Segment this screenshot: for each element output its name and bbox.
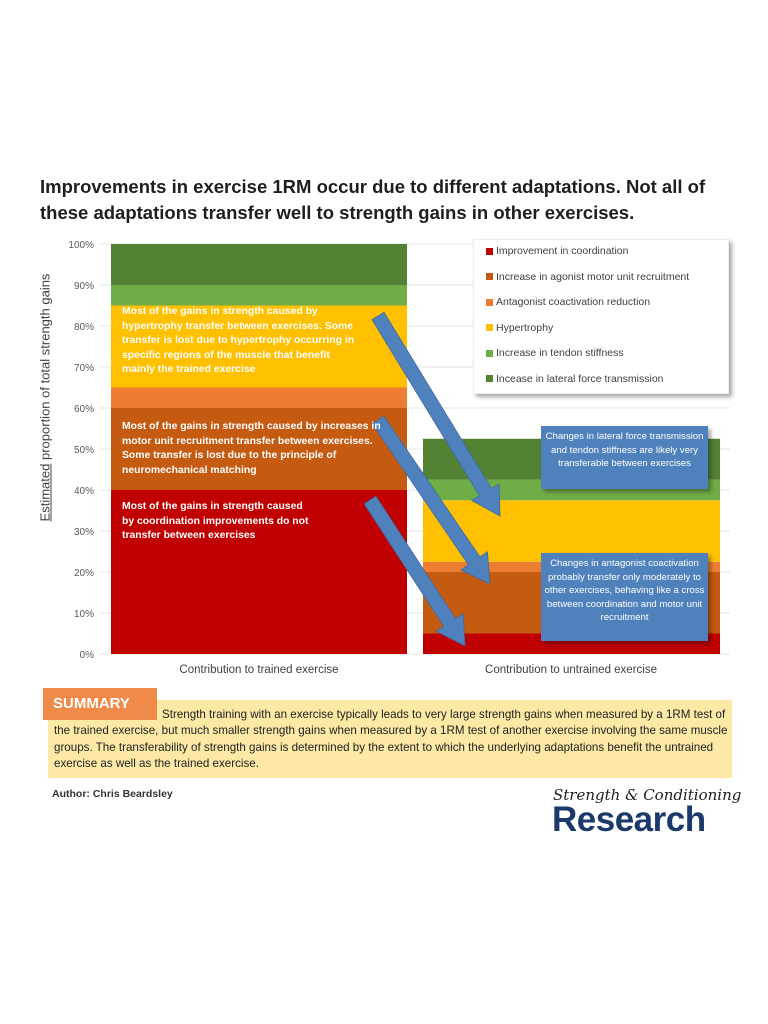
bar-segment <box>111 244 407 285</box>
bar-segment <box>111 490 407 654</box>
y-tick-label: 90% <box>74 281 94 292</box>
x-tick-label-untrained: Contribution to untrained exercise <box>485 664 657 676</box>
y-axis-label-emphasis: Estimated <box>37 463 53 522</box>
transfer-arrow <box>371 311 501 517</box>
legend-swatch <box>486 247 493 255</box>
y-tick-label: 30% <box>74 527 94 538</box>
legend-swatch <box>486 324 493 331</box>
bar-segment <box>111 285 407 306</box>
legend-swatch <box>486 375 493 382</box>
y-tick-label: 20% <box>74 568 94 579</box>
y-tick-label: 0% <box>80 650 95 661</box>
annotation-coordination: Most of the gains in strength caused by … <box>122 501 309 542</box>
legend-label: Increase in tendon stiffness <box>496 347 624 359</box>
transfer-arrow <box>371 415 491 585</box>
y-tick-label: 50% <box>74 445 94 456</box>
legend-item: Incease in lateral force transmission <box>486 373 664 385</box>
chart-title: Improvements in exercise 1RM occur due t… <box>40 176 706 223</box>
author: Author: Chris Beardsley <box>52 788 173 800</box>
legend-item: Hypertrophy <box>486 322 553 334</box>
legend-label: Increase in agonist motor unit recruitme… <box>496 270 690 283</box>
y-axis-label-rest: proportion of total strength gains <box>37 273 53 464</box>
bar-segment <box>111 305 407 388</box>
summary-text: Strength training with an exercise typic… <box>54 708 728 770</box>
legend-label: Improvement in coordination <box>496 245 629 257</box>
annotation-motor-unit: Most of the gains in strength caused by … <box>122 421 381 476</box>
legend-swatch <box>486 298 493 306</box>
annotation-hypertrophy: Most of the gains in strength caused by … <box>122 306 355 376</box>
transfer-arrow <box>363 495 466 647</box>
legend-swatch <box>486 273 493 280</box>
y-tick-label: 80% <box>74 322 94 333</box>
y-tick-label: 60% <box>74 404 94 415</box>
x-tick-label-trained: Contribution to trained exercise <box>179 664 339 676</box>
y-tick-label: 40% <box>74 486 94 497</box>
legend-item: Increase in tendon stiffness <box>486 347 624 359</box>
legend-swatch <box>486 349 493 357</box>
legend-label: Incease in lateral force transmission <box>496 372 664 385</box>
bar-segment <box>111 408 407 490</box>
legend-label: Antagonist coactivation reduction <box>496 296 651 308</box>
summary-box: Strength training with an exercise typic… <box>48 700 732 778</box>
y-axis-label: Estimated proportion of total strength g… <box>38 208 53 588</box>
legend-label: Hypertrophy <box>496 321 554 334</box>
y-tick-label: 70% <box>74 363 94 374</box>
callout-antagonist: Changes in antagonist coactivation proba… <box>541 553 708 641</box>
chart-legend: Improvement in coordination Increase in a… <box>473 239 729 394</box>
summary-label: SUMMARY <box>43 688 157 720</box>
logo-text-bottom: Research <box>552 800 706 839</box>
legend-item: Increase in agonist motor unit recruitme… <box>486 271 689 283</box>
legend-item: Improvement in coordination <box>486 245 629 257</box>
y-tick-label: 10% <box>74 609 94 620</box>
legend-item: Antagonist coactivation reduction <box>486 296 650 308</box>
callout-lateral-force: Changes in lateral force transmission an… <box>541 426 708 489</box>
bar-segment <box>111 387 407 408</box>
y-tick-label: 100% <box>68 240 94 251</box>
logo-text-top: Strength & Conditioning <box>553 786 742 804</box>
